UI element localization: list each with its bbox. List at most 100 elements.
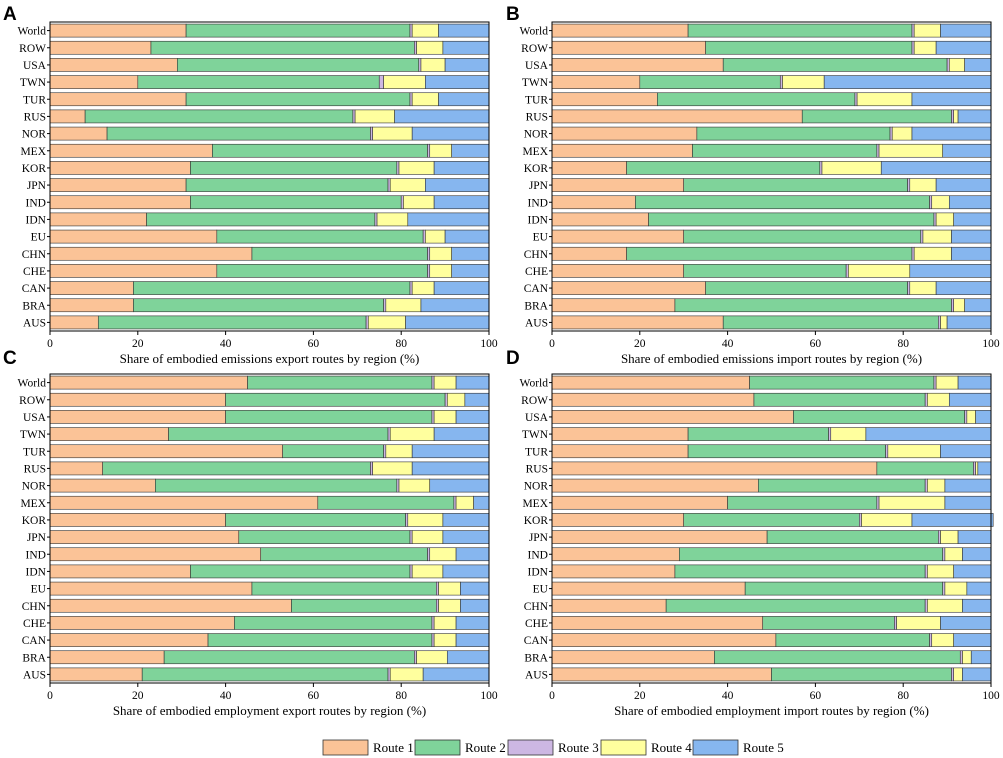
bar-segment: JPN Route 5: 7.5% <box>957 530 992 544</box>
bar-segment: AUS Route 5: 6.5% <box>962 667 992 682</box>
bar-segment: JPN Route 1: 43% <box>49 530 240 544</box>
bar-segment: CAN Route 3: 0.5% <box>907 281 911 295</box>
bar-segment: NOR Route 1: 47% <box>551 478 759 493</box>
bar-segment: BRA Route 5: 9.5% <box>446 650 490 665</box>
bar-segment: TWN Route 3: 0.5% <box>387 427 391 441</box>
bar-segment: MEX Route 4: 5% <box>429 143 452 158</box>
bar-segment: CHN Route 5: 6.5% <box>460 598 490 613</box>
category-label: World <box>520 26 549 38</box>
bar-segment: CHN Route 3: 0.5% <box>911 246 915 261</box>
legend-label: Route 3 <box>558 740 599 755</box>
category-label: TUR <box>525 446 548 458</box>
bar-segment: IND Route 4: 6% <box>429 547 457 562</box>
bar-segment: RUS Route 3: 0.5% <box>951 109 954 124</box>
x-axis-label: Share of embodied employment export rout… <box>113 703 426 718</box>
bar-segment: IDN Route 3: 0.5% <box>933 212 937 227</box>
category-label: USA <box>525 412 549 424</box>
category-label: ROW <box>19 43 46 55</box>
bar-segment: NOR Route 2: 55% <box>155 478 398 493</box>
bar-segment: USA Route 1: 39% <box>551 58 724 72</box>
bar-segment: USA Route 4: 2% <box>966 410 976 424</box>
bar-segment: IND Route 3: 0.5% <box>400 195 404 210</box>
bar-segment: CHN Route 3: 0.5% <box>436 598 439 613</box>
bar-segment: JPN Route 4: 4% <box>940 530 959 544</box>
bar-segment: BRA Route 3: 0.5% <box>959 650 963 665</box>
bar-segment: CAN Route 5: 12.5% <box>935 281 992 295</box>
category-label: AUS <box>525 669 548 681</box>
bar-segment: TUR Route 4: 12.5% <box>856 92 913 107</box>
bar-segment: ROW Route 3: 0.5% <box>414 40 417 55</box>
category-label: AUS <box>23 317 46 329</box>
bar-segment: IND Route 1: 29% <box>551 547 680 562</box>
bar-segment: BRA Route 4: 2.5% <box>953 298 965 313</box>
bar-segment: CHE Route 4: 5% <box>433 616 457 630</box>
bar-segment: TWN Route 3: 0.5% <box>828 427 832 441</box>
bar-segment: MEX Route 3: 0.5% <box>453 495 457 510</box>
bar-segment: NOR Route 5: 10.5% <box>944 478 992 493</box>
bar-segment: ROW Route 5: 10.5% <box>442 40 490 55</box>
category-label: IND <box>528 197 548 209</box>
bar-segment: NOR Route 3: 0.5% <box>370 126 373 141</box>
bar-segment: TUR Route 3: 0.5% <box>885 444 889 459</box>
category-label: EU <box>533 584 549 596</box>
bar-segment: TUR Route 4: 6% <box>411 92 439 107</box>
bar-segment: MEX Route 5: 11% <box>942 143 992 158</box>
bar-segment: ROW Route 2: 60% <box>150 40 415 55</box>
bar-segment: USA Route 3: 0.5% <box>431 410 435 424</box>
category-label: JPN <box>27 180 47 192</box>
bar-segment: CAN Route 3: 0.5% <box>431 633 435 647</box>
category-label: NOR <box>22 129 47 141</box>
bar-segment: KOR Route 1: 40% <box>49 513 226 527</box>
bar-segment: RUS Route 5: 21.5% <box>394 109 490 124</box>
category-label: CHE <box>23 266 46 278</box>
bar-segment: KOR Route 5: 10.5% <box>442 513 490 527</box>
bar-segment: TUR Route 1: 31% <box>551 444 689 459</box>
bar-segment: BRA Route 2: 57% <box>133 298 384 313</box>
bar-segment: BRA Route 2: 56% <box>714 650 961 665</box>
bar-segment: AUS Route 4: 8.5% <box>367 315 406 330</box>
bar-segment: JPN Route 1: 49% <box>551 530 768 544</box>
bar-segment: IDN Route 2: 65% <box>648 212 935 227</box>
bar-segment: RUS Route 4: 9% <box>354 109 395 124</box>
bar-segment: AUS Route 4: 7.5% <box>389 667 424 682</box>
category-label: ROW <box>19 395 46 407</box>
category-label: CHE <box>23 618 46 630</box>
bar-segment: USA Route 4: 5% <box>433 410 457 424</box>
bar-segment: KOR Route 1: 32% <box>49 161 191 175</box>
plot-frame <box>49 21 490 332</box>
bar-segment: KOR Route 3: 0.5% <box>858 513 862 527</box>
bar-segment: World Route 1: 45% <box>49 375 248 390</box>
bar-segment: TWN Route 1: 27% <box>49 427 169 441</box>
bar-segment: USA Route 1: 29% <box>49 58 178 72</box>
bar-segment: World Route 1: 31% <box>49 23 187 38</box>
bar-segment: AUS Route 5: 10% <box>946 315 992 330</box>
bar-segment: AUS Route 2: 56% <box>141 667 389 682</box>
bar-segment: MEX Route 4: 14.5% <box>878 143 944 158</box>
bar-segment: TUR Route 2: 45% <box>657 92 856 107</box>
bar-segment: KOR Route 3: 0.5% <box>396 161 400 175</box>
bar-segment: IND Route 1: 32% <box>49 195 191 210</box>
category-label: AUS <box>23 669 46 681</box>
bar-segment: IND Route 5: 12.5% <box>433 195 490 210</box>
bar-segment: CAN Route 2: 46% <box>705 281 908 295</box>
bar-segment: TUR Route 5: 18% <box>911 92 992 107</box>
bar-segment: IDN Route 3: 0.5% <box>924 564 928 579</box>
bar-segment: World Route 5: 11.5% <box>438 23 490 38</box>
category-label: CHN <box>524 249 549 261</box>
bar-segment: World Route 2: 42% <box>247 375 433 390</box>
bar-segment: USA Route 5: 6% <box>964 58 992 72</box>
bar-segment: CHE Route 4: 14% <box>848 264 911 278</box>
bar-segment: ROW Route 2: 50% <box>225 392 446 407</box>
bar-segment: TUR Route 2: 51% <box>185 92 411 107</box>
bar-segment: TUR Route 5: 17.5% <box>411 444 490 459</box>
bar-segment: KOR Route 4: 8% <box>407 513 444 527</box>
bar-segment: TUR Route 3: 0.5% <box>854 92 858 107</box>
bar-segment: KOR Route 4: 11.5% <box>861 513 913 527</box>
bar-segment: World Route 2: 42% <box>749 375 935 390</box>
bar-segment: AUS Route 3: 0.5% <box>365 315 369 330</box>
legend-label: Route 1 <box>373 740 414 755</box>
bar-segment: EU Route 4: 6.5% <box>922 229 952 244</box>
bar-segment: World Route 5: 7.5% <box>455 375 490 390</box>
legend-label: Route 4 <box>651 740 692 755</box>
